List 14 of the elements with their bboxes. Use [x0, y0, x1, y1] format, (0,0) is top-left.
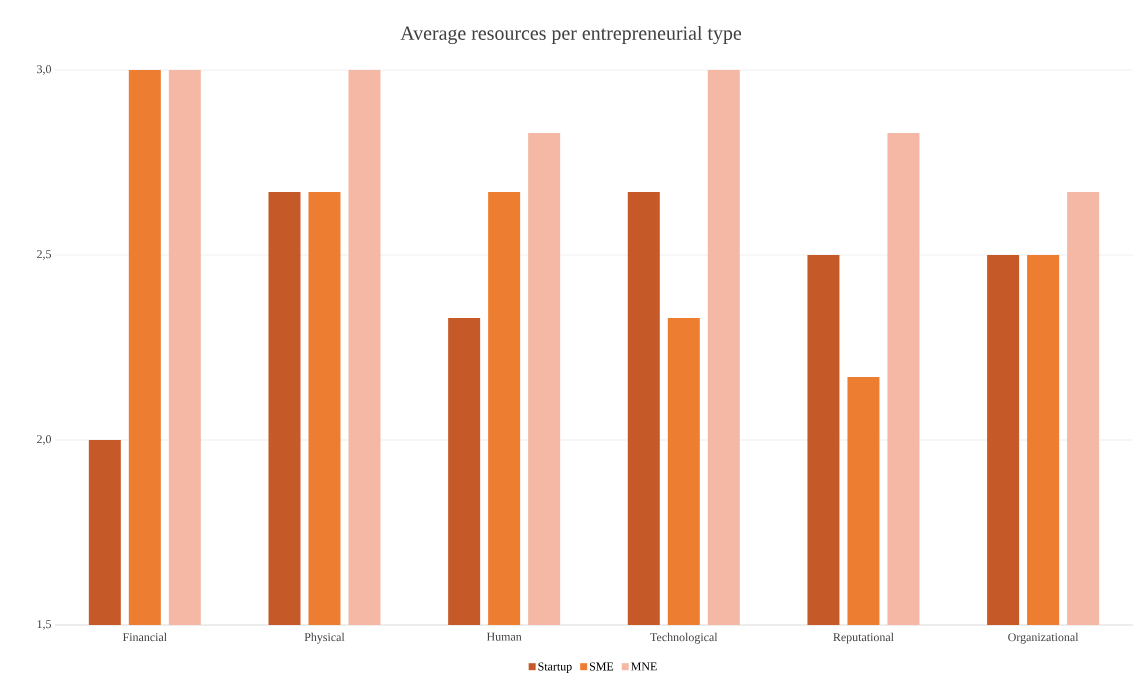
y-tick-label: 1,5	[37, 620, 52, 630]
x-tick-label: Technological	[650, 632, 718, 644]
x-tick-label: Physical	[304, 632, 345, 644]
legend-label: Startup	[538, 662, 572, 673]
x-tick-label: Human	[486, 632, 522, 641]
legend-label: MNE	[631, 662, 657, 671]
legend-label: SME	[589, 662, 614, 671]
y-tick-label: 2,0	[37, 435, 52, 445]
x-tick-label: Financial	[122, 632, 167, 642]
y-tick-label: 2,5	[37, 250, 52, 260]
y-tick-label: 3,0	[37, 65, 52, 75]
x-tick-label: Organizational	[1008, 632, 1079, 644]
chart-title: Average resources per entrepreneurial type	[400, 25, 742, 45]
x-tick-label: Reputational	[833, 632, 894, 644]
